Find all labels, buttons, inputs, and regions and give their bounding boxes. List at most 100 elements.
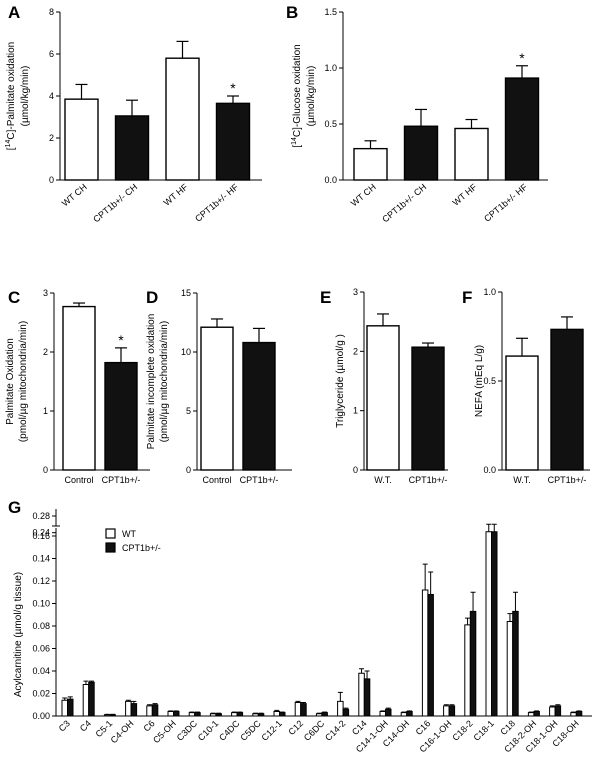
category-label: C3DC bbox=[175, 718, 200, 743]
y-tick-label: 0.14 bbox=[32, 554, 50, 564]
bar bbox=[550, 328, 584, 471]
category-label: C5-OH bbox=[151, 718, 178, 745]
y-tick-label: 3 bbox=[43, 288, 48, 298]
y-axis-label-sup: 14 bbox=[5, 140, 12, 148]
panel-A: A 0 2 4 6 8 [14C]-Palmitate oxidation (µmol/kg/… bbox=[5, 3, 262, 224]
bar bbox=[103, 714, 111, 717]
bar bbox=[549, 706, 556, 717]
category-label: C4DC bbox=[217, 718, 242, 743]
bar bbox=[358, 672, 365, 717]
bar bbox=[61, 699, 68, 717]
bar bbox=[200, 326, 234, 471]
significance-star: * bbox=[118, 332, 124, 348]
bar bbox=[114, 115, 150, 181]
bar bbox=[294, 702, 302, 717]
bar bbox=[215, 102, 251, 181]
bar bbox=[173, 711, 180, 717]
y-tick-label: 1.5 bbox=[324, 7, 337, 17]
category-label: C5DC bbox=[238, 718, 263, 743]
bar bbox=[443, 705, 450, 717]
y-tick-label: 0.10 bbox=[32, 599, 50, 609]
category-label: C18-1 bbox=[472, 718, 496, 742]
y-tick-label: 0.16 bbox=[32, 531, 50, 541]
y-tick-label: 0.02 bbox=[32, 689, 50, 699]
y-axis-label-pre: [ bbox=[292, 145, 303, 148]
bar bbox=[411, 346, 445, 471]
significance-star: * bbox=[519, 50, 525, 66]
y-tick-label: 6 bbox=[49, 49, 54, 59]
y-tick-label: 5 bbox=[186, 406, 191, 416]
legend-label-wt: WT bbox=[122, 529, 136, 539]
panel-letter-F: F bbox=[462, 288, 472, 307]
bar bbox=[279, 712, 286, 717]
y-tick-label: 0.5 bbox=[483, 376, 496, 386]
y-tick-label: 0.0 bbox=[483, 465, 496, 475]
bar bbox=[533, 711, 540, 717]
y-axis-label: Acylcarnitine (µmol/g tissue) bbox=[13, 572, 24, 697]
panel-letter-A: A bbox=[8, 3, 20, 22]
y-axis-label: Triglyceride (µmol/g ) bbox=[335, 334, 346, 428]
bar bbox=[454, 127, 489, 181]
bar bbox=[421, 589, 429, 717]
panel-G: G0.000.020.040.060.080.100.120.140.160.2… bbox=[8, 498, 592, 754]
category-label: W.T. bbox=[374, 475, 392, 485]
panel-letter-D: D bbox=[146, 288, 158, 307]
y-tick-label: 0 bbox=[353, 465, 358, 475]
bar bbox=[570, 712, 577, 717]
bar bbox=[505, 355, 539, 471]
bar bbox=[167, 711, 174, 717]
y-tick-label: 0.0 bbox=[324, 175, 337, 185]
y-tick-label: 2 bbox=[49, 133, 54, 143]
y-axis-label: Palmitate incomplete oxidation bbox=[146, 314, 157, 450]
bar bbox=[125, 700, 132, 717]
bar bbox=[506, 621, 514, 717]
category-label: C6DC bbox=[302, 718, 327, 743]
bar bbox=[215, 713, 222, 717]
y-tick-label: 0.06 bbox=[32, 644, 50, 654]
y-tick-label: 0.12 bbox=[32, 576, 50, 586]
bar bbox=[82, 684, 90, 717]
bar bbox=[406, 711, 413, 717]
bar bbox=[469, 610, 477, 717]
y-tick-label: 2 bbox=[43, 347, 48, 357]
bar bbox=[342, 708, 350, 717]
bar bbox=[165, 57, 200, 181]
y-tick-label: 0.04 bbox=[32, 666, 50, 676]
y-axis-label: NEFA (mEq L/g) bbox=[474, 345, 485, 417]
panel-letter-B: B bbox=[286, 3, 298, 22]
significance-star: * bbox=[230, 80, 236, 96]
y-tick-label: 0.5 bbox=[324, 119, 337, 129]
bar bbox=[321, 712, 328, 717]
y-axis-label: [14C]-Glucose oxidation bbox=[291, 44, 303, 147]
bar bbox=[491, 531, 498, 717]
y-axis-label: Palmitate Oxidation bbox=[5, 338, 16, 425]
category-label: C12-1 bbox=[260, 718, 284, 742]
category-label: C6 bbox=[142, 718, 157, 733]
bar bbox=[130, 703, 138, 717]
bar bbox=[366, 325, 400, 471]
panel-F: F 0.0 0.5 1.0 NEFA (mEq L/g) W.T. CPT1b+/- bbox=[462, 287, 590, 485]
y-axis-label-units: (pmol/µg mitochondria/min) bbox=[18, 321, 29, 442]
category-label: CPT1b+/- bbox=[409, 475, 448, 485]
y-axis-label: [14C]-Palmitate oxidation bbox=[5, 42, 17, 150]
panel-E: E 0 1 2 3 Triglyceride (µmol/g ) W.T. CPT1b+/- bbox=[320, 287, 448, 485]
y-axis-label-units: (pmol/µg mitochondria/min) bbox=[159, 321, 170, 442]
y-tick-label-upper: 0.28 bbox=[32, 511, 50, 521]
category-label: C4 bbox=[78, 718, 93, 733]
y-axis-label-units: (µmol/kg/min) bbox=[306, 66, 317, 127]
bar bbox=[231, 712, 238, 717]
y-tick-label: 3 bbox=[353, 287, 358, 297]
category-label: CPT1b+/- HF bbox=[482, 182, 530, 224]
panel-C: C 0 1 2 3 Palmitate Oxidation (pmol/µg mitocho… bbox=[5, 288, 150, 485]
bar bbox=[188, 712, 196, 717]
y-tick-label: 0 bbox=[43, 465, 48, 475]
category-label: CPT1b+/- bbox=[102, 475, 141, 485]
category-label: WT CH bbox=[349, 182, 378, 209]
bar bbox=[151, 704, 159, 717]
bar bbox=[554, 705, 562, 717]
category-label: C4-OH bbox=[109, 718, 136, 745]
category-label: WT HF bbox=[162, 182, 191, 208]
y-axis-label-post: C]-Glucose oxidation bbox=[292, 44, 303, 137]
category-label: CPT1b+/- HF bbox=[193, 182, 241, 224]
